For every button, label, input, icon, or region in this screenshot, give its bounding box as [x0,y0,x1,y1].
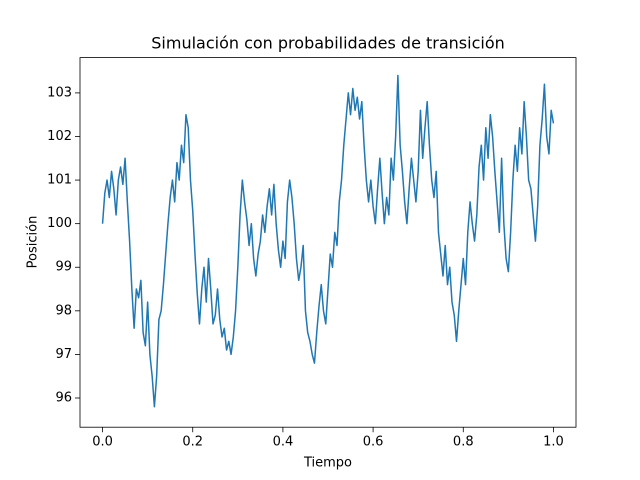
x-axis-label: Tiempo [303,456,352,471]
y-tick-label: 98 [55,303,72,318]
y-tick-label: 96 [55,390,72,405]
x-tick-label: 0.4 [273,435,294,450]
x-tick-label: 0.8 [453,435,474,450]
x-tick-label: 0.2 [182,435,203,450]
y-tick-label: 103 [47,85,72,100]
x-tick-label: 0.6 [363,435,384,450]
y-tick-label: 100 [47,216,72,231]
y-axis-label: Posición [26,216,41,269]
data-line [101,74,555,408]
x-tick-label: 1.0 [543,435,564,450]
chart-title: Simulación con probabilidades de transic… [151,34,505,53]
x-tick-label: 0.0 [92,435,113,450]
plot-frame [79,57,577,428]
y-tick-label: 101 [47,173,72,188]
y-tick-label: 97 [55,347,72,362]
y-tick-label: 102 [47,129,72,144]
y-tick-label: 99 [55,260,72,275]
